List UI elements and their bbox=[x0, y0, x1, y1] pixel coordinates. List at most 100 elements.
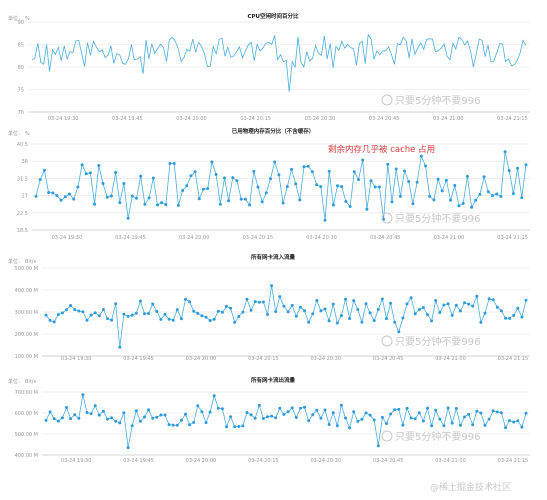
data-point bbox=[210, 160, 214, 164]
data-point bbox=[430, 319, 434, 323]
data-point bbox=[126, 446, 130, 450]
data-point bbox=[172, 162, 176, 165]
data-point bbox=[192, 309, 196, 313]
data-point bbox=[193, 170, 197, 174]
x-tick-label: 03-24 19:45 bbox=[115, 235, 146, 241]
data-point bbox=[188, 423, 192, 427]
data-point bbox=[122, 182, 126, 185]
data-point bbox=[524, 411, 528, 415]
unit-prefix: 单位： bbox=[8, 15, 23, 22]
data-point bbox=[126, 216, 130, 220]
data-point bbox=[214, 173, 218, 176]
data-point bbox=[130, 424, 134, 428]
unit-prefix: 单位： bbox=[8, 258, 23, 265]
data-point bbox=[63, 195, 67, 199]
data-point bbox=[430, 424, 434, 428]
data-point bbox=[229, 306, 233, 310]
data-point bbox=[372, 418, 376, 422]
data-point bbox=[467, 302, 471, 306]
data-point bbox=[340, 185, 344, 189]
data-point bbox=[130, 313, 134, 317]
data-point bbox=[257, 300, 261, 304]
data-point bbox=[467, 412, 471, 416]
data-point bbox=[163, 312, 167, 316]
data-point bbox=[511, 192, 515, 196]
data-point bbox=[344, 200, 348, 203]
data-point bbox=[110, 416, 114, 420]
data-point bbox=[278, 295, 282, 299]
data-point bbox=[264, 191, 268, 195]
data-point bbox=[212, 394, 216, 398]
y-tick-label: 700.00 M bbox=[15, 390, 38, 396]
data-point bbox=[239, 197, 243, 201]
data-point bbox=[364, 411, 368, 415]
data-point bbox=[442, 303, 446, 307]
data-point bbox=[483, 311, 487, 315]
data-point bbox=[357, 178, 360, 182]
data-point bbox=[65, 406, 68, 409]
data-point bbox=[471, 304, 475, 308]
data-point bbox=[516, 166, 520, 170]
data-point bbox=[389, 412, 393, 416]
data-point bbox=[360, 320, 364, 324]
y-tick-label: 36 bbox=[22, 159, 28, 165]
data-point bbox=[290, 406, 294, 410]
data-point bbox=[245, 411, 249, 414]
data-point bbox=[175, 423, 179, 427]
data-point bbox=[65, 308, 68, 312]
data-point bbox=[356, 308, 360, 311]
data-point bbox=[147, 196, 151, 200]
y-tick-label: 27 bbox=[22, 194, 28, 200]
data-point bbox=[266, 415, 269, 419]
data-point bbox=[208, 410, 212, 414]
data-point bbox=[419, 154, 423, 158]
data-point bbox=[206, 187, 210, 191]
data-point bbox=[52, 417, 56, 421]
watermark-icon bbox=[381, 212, 393, 224]
data-point bbox=[303, 405, 306, 409]
data-point bbox=[73, 413, 77, 417]
data-point bbox=[151, 416, 155, 420]
data-point bbox=[278, 406, 282, 410]
data-point bbox=[413, 312, 417, 316]
data-point bbox=[235, 179, 239, 183]
x-tick-label: 03-24 20:30 bbox=[310, 458, 341, 464]
data-point bbox=[428, 194, 432, 198]
data-point bbox=[270, 284, 274, 288]
y-tick-label: 200.00 M bbox=[15, 332, 38, 338]
x-tick-label: 03-24 20:45 bbox=[373, 458, 404, 464]
data-point bbox=[196, 311, 200, 315]
data-point bbox=[405, 406, 409, 410]
data-point bbox=[393, 320, 397, 324]
data-point bbox=[520, 315, 524, 319]
data-point bbox=[390, 200, 394, 204]
x-tick-label: 03-24 21:15 bbox=[498, 356, 529, 362]
data-point bbox=[294, 314, 298, 318]
data-point bbox=[106, 417, 109, 421]
x-tick-label: 03-24 19:45 bbox=[123, 458, 154, 464]
data-point bbox=[495, 305, 499, 309]
data-point bbox=[352, 299, 356, 303]
data-point bbox=[167, 317, 171, 321]
data-point bbox=[97, 413, 101, 417]
x-tick-label: 03-24 20:15 bbox=[243, 235, 274, 241]
data-point bbox=[294, 182, 298, 186]
data-point bbox=[59, 198, 63, 202]
data-point bbox=[352, 410, 356, 414]
data-point bbox=[524, 163, 528, 167]
data-point bbox=[356, 419, 360, 423]
data-point bbox=[302, 165, 306, 169]
x-tick-label: 03-24 20:00 bbox=[179, 235, 210, 241]
data-point bbox=[47, 191, 51, 194]
data-point bbox=[449, 198, 453, 202]
data-point bbox=[227, 199, 231, 203]
data-point bbox=[192, 420, 196, 424]
data-point bbox=[225, 304, 228, 308]
watermark-text: 只要5分钟不要996 bbox=[395, 212, 480, 225]
data-point bbox=[417, 308, 421, 311]
data-point bbox=[105, 195, 109, 199]
data-point bbox=[110, 318, 114, 322]
data-point bbox=[310, 170, 314, 174]
data-point bbox=[365, 207, 369, 211]
data-point bbox=[432, 198, 436, 202]
